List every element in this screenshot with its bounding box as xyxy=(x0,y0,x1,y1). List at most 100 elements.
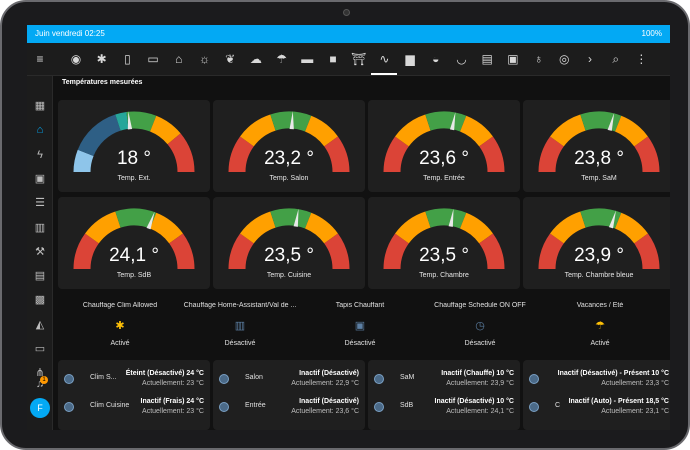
thermostat-row[interactable]: Salon Inactif (Désactivé) Actuellement: … xyxy=(213,368,365,394)
wave-icon[interactable]: ∿ xyxy=(379,52,390,66)
radiator-icon: ▥ xyxy=(234,320,246,332)
thermostat-icon xyxy=(529,374,539,384)
gauge-label: Temp. Chambre xyxy=(419,272,469,279)
gauge-card[interactable]: 23,6 ° Temp. Entrée xyxy=(368,100,520,192)
gauge-value: 18 ° xyxy=(116,148,151,169)
sofa-icon[interactable]: ▬ xyxy=(301,52,314,66)
gauge-arc xyxy=(538,208,660,270)
phone-icon[interactable]: ▯ xyxy=(124,52,131,66)
wrench-icon[interactable]: ⚒ xyxy=(35,245,45,258)
dashboard-icon[interactable]: ▦ xyxy=(34,100,46,112)
avatar[interactable]: F xyxy=(30,398,50,418)
gauge-needle xyxy=(449,112,456,131)
gauge-arc xyxy=(538,111,660,173)
gauge-label: Temp. SaM xyxy=(581,175,617,182)
tv-icon[interactable]: ▭ xyxy=(147,52,159,66)
page-title: Températures mesurées xyxy=(62,79,143,86)
thermostat-row[interactable]: SdB Inactif (Désactivé) 10 °C Actuelleme… xyxy=(368,396,520,422)
gauge-value: 24,1 ° xyxy=(109,245,159,266)
thermostat-row[interactable]: C Inactif (Auto) - Présent 18,5 °C Actue… xyxy=(523,396,670,422)
gauge-value: 23,9 ° xyxy=(574,245,624,266)
button-state: Activé xyxy=(590,340,610,347)
cloud-icon[interactable]: ☁ xyxy=(249,52,262,66)
thermostat-name: Clim Cuisine xyxy=(90,402,130,409)
shop-icon[interactable]: ▩ xyxy=(34,294,46,307)
chevron-right-icon[interactable]: › xyxy=(588,52,592,66)
gauge-needle xyxy=(293,208,299,227)
thermostat-row[interactable]: Entrée Inactif (Désactivé) Actuellement:… xyxy=(213,396,365,422)
camera-icon xyxy=(343,9,350,16)
profile-icon[interactable]: ▣ xyxy=(34,172,46,185)
gauge-needle xyxy=(607,112,615,131)
network-icon[interactable]: ⋔ xyxy=(35,367,45,380)
more-icon[interactable]: ⋮ xyxy=(635,52,648,66)
sidebar: ♫ ⋔ ▭ ◭ ▩ ▤ ⚒ ▥ ☰ ▣ ϟ ⌂ ▦ 1 F xyxy=(27,76,53,430)
gauge-value: 23,8 ° xyxy=(574,148,624,169)
thermostat-icon xyxy=(219,374,229,384)
gauge-card[interactable]: 23,5 ° Temp. Cuisine xyxy=(213,197,365,289)
toggle-button[interactable]: Vacances / Été ☂ Activé xyxy=(540,295,660,357)
gauge-card[interactable]: 23,5 ° Temp. Chambre xyxy=(368,197,520,289)
dashboard-icon[interactable]: ◉ xyxy=(70,52,82,66)
toggle-button[interactable]: Chauffage Clim Allowed ✱ Activé xyxy=(60,295,180,357)
gauge-arc xyxy=(73,111,195,173)
thermostat-current: Actuellement: 24,1 °C xyxy=(446,408,514,415)
printer-icon[interactable]: ▣ xyxy=(507,52,519,66)
toggle-button[interactable]: Chauffage Schedule ON OFF ◷ Désactivé xyxy=(420,295,540,357)
thermostat-row[interactable]: Clim S... Éteint (Désactivé) 24 °C Actue… xyxy=(58,368,210,394)
bell-icon[interactable]: ♫ xyxy=(35,378,45,390)
thermostat-state: Inactif (Auto) - Présent 18,5 °C xyxy=(568,398,669,405)
gauge-value: 23,5 ° xyxy=(419,245,469,266)
bath-icon[interactable]: ◡ xyxy=(456,52,467,66)
gauge-needle xyxy=(289,111,294,130)
list-icon[interactable]: ☰ xyxy=(35,197,45,210)
notification-badge: 1 xyxy=(40,376,48,384)
home-icon[interactable]: ⌂ xyxy=(175,52,183,66)
home-icon[interactable]: ⌂ xyxy=(36,124,44,137)
energy-icon[interactable]: ϟ xyxy=(37,148,43,161)
thermostat-icon xyxy=(219,402,229,412)
eye-icon[interactable]: ◎ xyxy=(559,52,570,66)
thermostat-icon xyxy=(529,402,539,412)
thermostat-row[interactable]: Clim Cuisine Inactif (Frais) 24 °C Actue… xyxy=(58,396,210,422)
gauge-label: Temp. Salon xyxy=(269,175,309,182)
history-icon[interactable]: ▥ xyxy=(34,221,46,234)
gate-icon[interactable]: ⛩ xyxy=(351,52,367,66)
heating-mat-icon: ▣ xyxy=(354,320,366,332)
logbook-icon[interactable]: ▤ xyxy=(34,270,46,283)
gauge-card[interactable]: 24,1 ° Temp. SdB xyxy=(58,197,210,289)
gauge-card[interactable]: 23,8 ° Temp. SaM xyxy=(523,100,670,192)
snowflake-icon[interactable]: ✱ xyxy=(96,52,107,66)
thermostat-name: SaM xyxy=(400,374,415,381)
gauge-card[interactable]: 18 ° Temp. Ext. xyxy=(58,100,210,192)
search-icon[interactable]: ⌕ xyxy=(612,52,620,66)
chart-icon[interactable]: ◭ xyxy=(35,318,45,331)
island-icon[interactable]: ☂ xyxy=(276,52,287,66)
gauge-needle xyxy=(448,208,454,227)
thermostat-state: Éteint (Désactivé) 24 °C xyxy=(125,370,204,377)
bed2-icon[interactable]: ▤ xyxy=(481,52,493,66)
bulb-icon[interactable]: ♁ xyxy=(534,52,544,66)
thermostat-current: Actuellement: 23,3 °C xyxy=(601,380,669,387)
toggle-button[interactable]: Tapis Chauffant ▣ Désactivé xyxy=(300,295,420,357)
button-state: Désactivé xyxy=(344,340,376,347)
thermostat-icon xyxy=(374,402,384,412)
thermostat-row[interactable]: SaM Inactif (Chauffe) 10 °C Actuellement… xyxy=(368,368,520,394)
menu-icon[interactable]: ≡ xyxy=(36,52,44,66)
bowl-icon[interactable]: ◒ xyxy=(432,52,440,66)
camera-icon[interactable]: ■ xyxy=(329,52,337,66)
gauge-arc xyxy=(228,208,350,270)
thermostat-name: SdB xyxy=(400,402,414,409)
document-icon[interactable]: ▭ xyxy=(34,343,46,355)
bed-icon[interactable]: ▆ xyxy=(405,52,415,66)
gauge-card[interactable]: 23,9 ° Temp. Chambre bleue xyxy=(523,197,670,289)
sun-icon[interactable]: ☼ xyxy=(199,52,210,66)
thermostat-row[interactable]: Inactif (Désactivé) - Présent 10 °C Actu… xyxy=(523,368,670,394)
gauge-label: Temp. SdB xyxy=(116,272,152,279)
gauge-label: Temp. Entrée xyxy=(423,175,465,182)
toggle-button[interactable]: Chauffage Home-Assistant/Val de ... ▥ Dé… xyxy=(180,295,300,357)
gauge-value: 23,6 ° xyxy=(419,148,469,169)
leaf-icon[interactable]: ❦ xyxy=(225,52,236,66)
gauge-card[interactable]: 23,2 ° Temp. Salon xyxy=(213,100,365,192)
